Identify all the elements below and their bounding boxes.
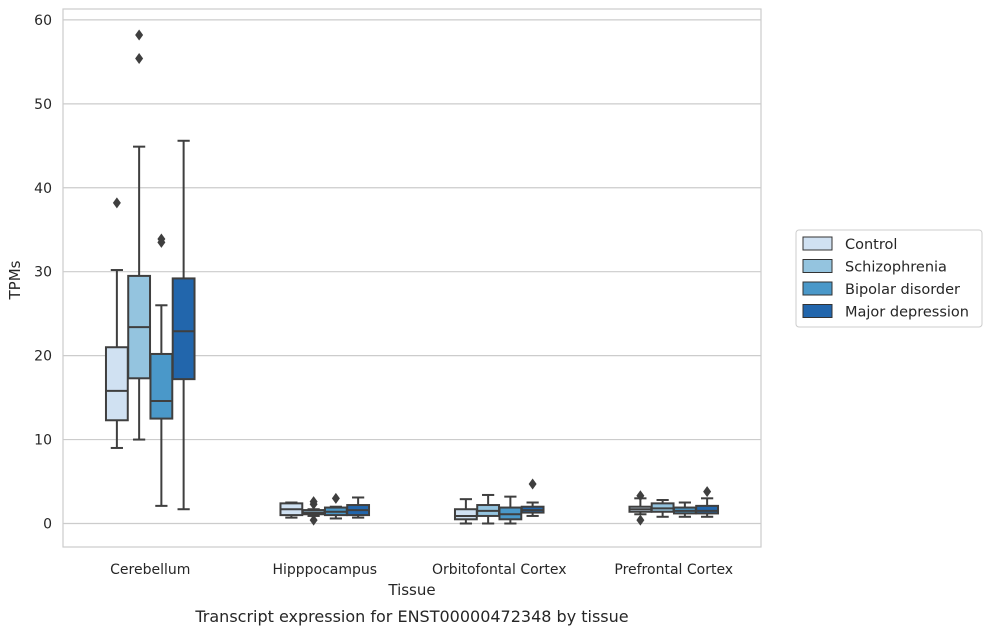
- box-body: [104, 346, 129, 422]
- box: [346, 496, 371, 519]
- box-outlier: [331, 492, 340, 504]
- box: [104, 197, 129, 449]
- box: [453, 498, 478, 525]
- box-outlier: [112, 197, 121, 209]
- y-tick-label: 20: [34, 349, 52, 365]
- legend-swatch: [802, 281, 833, 296]
- box: [498, 495, 523, 525]
- x-axis-ticks: Cerebellum Hipppocampus Orbitofontal Corte…: [110, 562, 733, 578]
- legend-swatch: [802, 304, 833, 318]
- box-outlier: [636, 490, 645, 502]
- legend: Control Schizophrenia Bipolar disorder Majo…: [795, 229, 983, 328]
- box-body: [695, 504, 720, 515]
- box: [301, 496, 326, 526]
- y-tick-label: 60: [34, 13, 52, 29]
- x-tick-label: Cerebellum: [110, 562, 190, 578]
- x-tick-label: Prefrontal Cortex: [614, 562, 733, 578]
- box-outlier: [135, 29, 144, 41]
- box-outlier: [528, 478, 537, 490]
- box-outlier: [636, 514, 645, 526]
- boxes-layer: [104, 29, 720, 526]
- box-body: [171, 277, 196, 381]
- box: [171, 139, 196, 511]
- box-outlier: [309, 514, 318, 526]
- box: [695, 486, 720, 518]
- box-outlier: [703, 486, 712, 498]
- box: [650, 498, 675, 518]
- plot-area: [62, 8, 762, 548]
- y-tick-label: 50: [34, 97, 52, 113]
- box: [520, 478, 545, 517]
- box-body: [149, 352, 174, 420]
- y-tick-label: 10: [34, 433, 52, 449]
- box: [127, 29, 152, 441]
- legend-label: Bipolar disorder: [845, 282, 960, 298]
- legend-label: Schizophrenia: [845, 260, 947, 276]
- x-axis-label: Tissue: [387, 581, 435, 599]
- legend-frame: [795, 229, 983, 328]
- y-axis-ticks: 0 10 20 30 40 50 60: [34, 13, 52, 533]
- box: [323, 492, 348, 520]
- box-outlier: [309, 496, 318, 508]
- x-tick-label: Hipppocampus: [272, 562, 377, 578]
- box: [149, 233, 174, 507]
- legend-swatch: [802, 259, 833, 273]
- legend-label: Control: [845, 237, 897, 253]
- legend-label: Major depression: [845, 305, 969, 321]
- box: [279, 501, 304, 519]
- box-body: [453, 508, 478, 521]
- box-outlier: [157, 233, 166, 245]
- x-tick-label: Orbitofontal Cortex: [432, 562, 567, 578]
- y-axis-label: TPMs: [6, 260, 24, 300]
- box: [628, 490, 653, 526]
- y-tick-label: 40: [34, 181, 52, 197]
- legend-swatch: [802, 236, 833, 251]
- chart-title: Transcript expression for ENST0000047234…: [194, 607, 628, 626]
- y-tick-label: 30: [34, 265, 52, 281]
- y-tick-label: 0: [43, 516, 52, 532]
- box-outlier: [135, 53, 144, 65]
